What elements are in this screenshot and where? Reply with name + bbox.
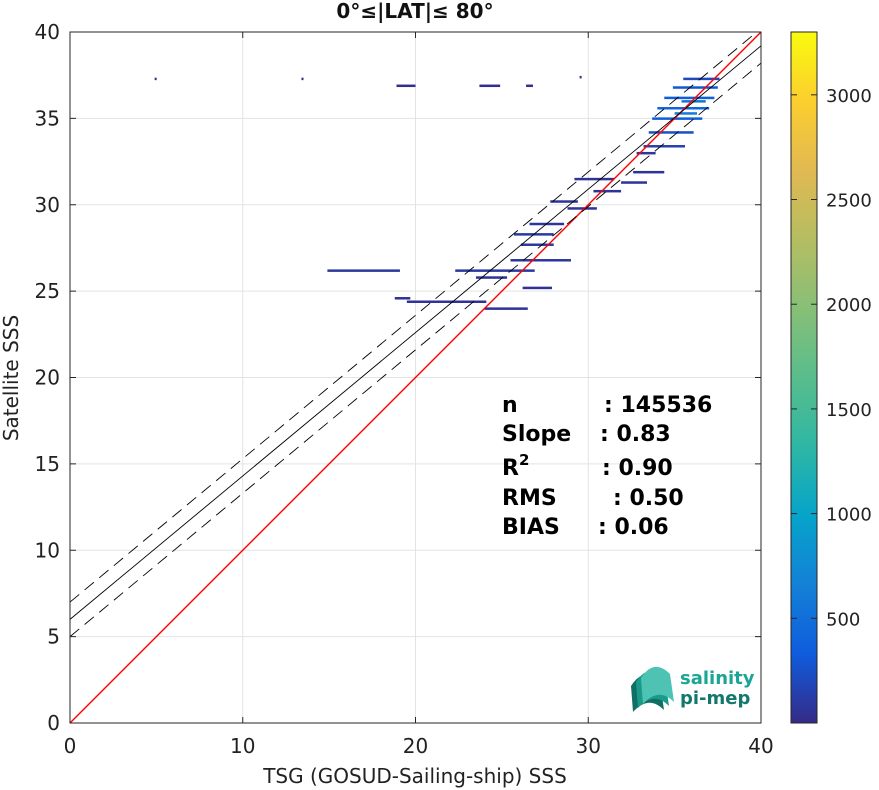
density-cell (510, 259, 571, 262)
stat-value: : 145536 (604, 393, 712, 418)
density-cell (484, 307, 528, 310)
colorbar-tick-label: 1500 (826, 400, 872, 421)
x-tick-label: 20 (403, 734, 428, 758)
lower-bound-line (70, 62, 761, 637)
colorbar-ticks: 500 1000 1500 2000 2500 3000 (791, 86, 872, 630)
density-cell (327, 269, 400, 272)
density-cell (672, 86, 718, 89)
density-cell (657, 107, 710, 110)
density-cell (520, 243, 554, 246)
colorbar-tick-label: 2500 (826, 191, 872, 212)
stat-superscript: 2 (519, 451, 529, 469)
density-cell (643, 145, 685, 148)
reference-lines (70, 32, 761, 723)
regression-line (70, 45, 761, 620)
density-cell (154, 77, 157, 81)
logo-line2: pi-mep (680, 688, 750, 709)
density-cell (455, 269, 535, 272)
axis-ticks: 0 10 20 30 40 0 5 10 15 20 25 30 35 40 (35, 20, 774, 758)
y-axis-label: Satellite SSS (0, 315, 23, 441)
colorbar-tick-label: 2000 (826, 295, 872, 316)
density-cell (683, 77, 720, 81)
stat-label: BIAS (502, 515, 560, 540)
wave-icon (631, 666, 674, 712)
density-cell (406, 300, 487, 303)
y-tick-label: 10 (35, 538, 60, 562)
stat-label: Slope (502, 422, 571, 447)
x-tick-label: 40 (748, 734, 773, 758)
colorbar-tick-label: 500 (826, 609, 860, 630)
x-tick-label: 10 (230, 734, 255, 758)
stat-label: n (502, 393, 518, 418)
density-cell (674, 112, 698, 115)
colorbar: 500 1000 1500 2000 2500 3000 (790, 31, 872, 724)
x-tick-label: 30 (576, 734, 601, 758)
density-cell (593, 189, 622, 193)
logo-line1: salinity (680, 668, 755, 689)
density-cell (648, 131, 694, 134)
density-cell (621, 181, 647, 184)
density-cell (522, 286, 552, 290)
density-cell (475, 276, 508, 279)
density-cell (579, 75, 582, 79)
stat-value: : 0.50 (613, 486, 684, 511)
chart-title: 0°≤|LAT|≤ 80° (336, 0, 493, 23)
density-cell (574, 177, 615, 181)
y-tick-label: 30 (35, 193, 60, 217)
density-cell (664, 96, 715, 100)
y-tick-label: 40 (35, 20, 60, 44)
identity-line (70, 32, 761, 723)
y-tick-label: 0 (47, 711, 60, 735)
stat-label: RMS (502, 486, 557, 511)
colorbar-tick-label: 3000 (826, 86, 872, 107)
y-tick-label: 35 (35, 106, 60, 130)
y-tick-label: 25 (35, 279, 60, 303)
upper-bound-line (70, 32, 758, 603)
colorbar-gradient (790, 31, 818, 724)
salinity-pimep-logo: salinity pi-mep (631, 666, 755, 712)
stat-value: : 0.06 (598, 515, 669, 540)
x-tick-label: 0 (64, 734, 77, 758)
stat-value: : 0.83 (600, 422, 671, 447)
stat-value: : 0.90 (602, 456, 673, 481)
y-tick-label: 5 (47, 625, 60, 649)
density-cell (301, 77, 304, 81)
density-cell (479, 84, 501, 88)
density-cell (633, 170, 665, 174)
density-cell (526, 84, 533, 88)
density-cell (394, 297, 411, 300)
density-cell (567, 207, 597, 210)
density-cell (550, 200, 578, 203)
x-axis-label: TSG (GOSUD-Sailing-ship) SSS (262, 764, 567, 788)
y-tick-label: 15 (35, 452, 60, 476)
y-tick-label: 20 (35, 366, 60, 390)
colorbar-tick-label: 1000 (826, 505, 872, 526)
density-cell (636, 151, 656, 155)
density-cell (652, 117, 703, 120)
density-cell (396, 84, 416, 88)
